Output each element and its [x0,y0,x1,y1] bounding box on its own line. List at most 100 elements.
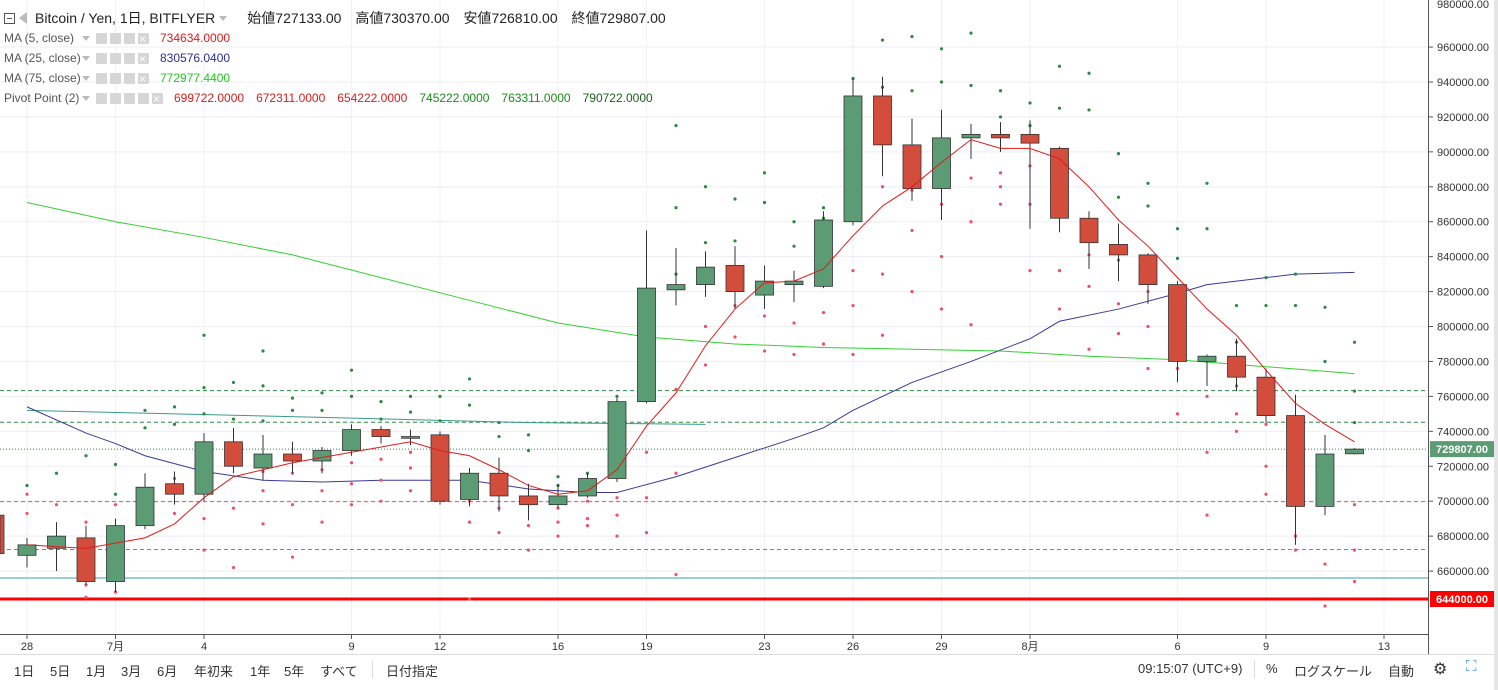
candle-body[interactable] [607,401,627,479]
ma5-line[interactable] [26,139,1355,549]
symbol-title[interactable]: Bitcoin / Yen, 1日, BITFLYER [35,10,216,26]
range-button[interactable]: 6月 [157,664,178,679]
flag-icon[interactable] [19,12,27,24]
candle-body[interactable] [548,495,568,506]
time-display[interactable]: 09:15:07 (UTC+9) [1138,661,1243,676]
eye-icon[interactable] [96,32,107,44]
candle-body[interactable] [637,287,656,403]
candle-body[interactable] [430,434,450,502]
candle-body[interactable] [1256,376,1276,417]
candle-body[interactable] [1109,244,1128,256]
move-icon[interactable] [124,52,135,64]
candle-body[interactable] [814,219,833,287]
chevron-down-icon[interactable] [219,15,228,21]
chevron-down-icon[interactable] [82,35,90,41]
percent-toggle[interactable]: % [1266,661,1278,676]
move-icon[interactable] [138,92,149,104]
study-name[interactable]: MA (75, close) [4,71,81,85]
candle-body[interactable] [666,284,686,291]
remove-icon[interactable] [152,89,163,109]
candle-body[interactable] [76,537,96,582]
candle-body[interactable] [961,133,981,139]
collapse-icon[interactable] [4,12,15,24]
settings-icon[interactable] [110,52,121,64]
candle-body[interactable] [1020,133,1040,144]
settings-icon[interactable] [110,32,121,44]
candle-body[interactable] [489,472,509,497]
eye-icon[interactable] [96,92,107,104]
candle-body[interactable] [135,486,155,527]
auto-scale-toggle[interactable]: 自動 [1388,664,1415,679]
candle-body[interactable] [342,429,361,451]
candle-body[interactable] [17,544,37,556]
candle-body[interactable] [283,453,302,462]
eye-icon[interactable] [96,52,107,64]
range-button[interactable]: 年初来 [194,664,234,679]
settings-icon[interactable] [110,72,121,84]
candle-body[interactable] [1138,254,1158,285]
candle-body[interactable] [47,535,66,549]
candle-body[interactable] [1286,415,1305,507]
candle-body[interactable] [1050,147,1069,219]
candle-body[interactable] [106,525,125,582]
move-icon[interactable] [124,32,135,44]
chevron-down-icon[interactable] [82,55,90,61]
candle-body[interactable] [0,514,5,554]
ma75-line[interactable] [26,202,1355,375]
range-button[interactable]: 1年 [250,664,271,679]
candle-body[interactable] [1168,284,1187,362]
range-button[interactable]: すべて [320,664,358,679]
candle-body[interactable] [401,436,420,439]
goto-date-button[interactable]: 日付指定 [386,664,439,679]
eye-icon[interactable] [96,72,107,84]
candle-body[interactable] [312,450,332,462]
candle-body[interactable] [1197,355,1217,362]
study-row[interactable]: MA (5, close) 734634.0000 [4,28,676,49]
log-scale-toggle[interactable]: ログスケール [1294,664,1373,679]
candle-body[interactable] [991,133,1010,139]
candle-body[interactable] [371,429,391,437]
candle-body[interactable] [165,483,184,495]
candle-body[interactable] [696,266,715,285]
range-button[interactable]: 1日 [14,664,35,679]
candle-body[interactable] [1079,217,1099,244]
range-button[interactable]: 5年 [284,664,305,679]
candle-body[interactable] [578,478,597,497]
candle-body[interactable] [843,95,863,223]
candle-body[interactable] [460,472,479,500]
move-icon[interactable] [124,72,135,84]
candle-body[interactable] [1227,355,1246,378]
candle-body[interactable] [253,453,273,469]
candle-body[interactable] [932,137,951,189]
study-row[interactable]: Pivot Point (2) 699722.0000 672311.0000 654… [4,88,676,109]
study-name[interactable]: MA (5, close) [4,31,75,45]
study-name[interactable]: Pivot Point (2) [4,91,80,105]
candle-body[interactable] [755,280,774,296]
remove-icon[interactable] [138,29,149,49]
candle-body[interactable] [873,95,892,146]
source-icon[interactable] [124,92,135,104]
range-button[interactable]: 5日 [50,664,71,679]
study-row[interactable]: MA (75, close) 772977.4400 [4,68,676,89]
candle-body[interactable] [1345,448,1364,455]
study-row[interactable]: MA (25, close) 830576.0400 [4,48,676,69]
settings-icon[interactable] [110,92,121,104]
gear-icon[interactable]: ⚙ [1433,661,1448,678]
range-button[interactable]: 3月 [121,664,142,679]
candle-body[interactable] [519,495,538,506]
candle-body[interactable] [224,441,243,467]
chevron-down-icon[interactable] [82,95,90,101]
candle-body[interactable] [902,144,922,189]
chevron-down-icon[interactable] [82,75,90,81]
remove-icon[interactable] [138,49,149,69]
candle-body[interactable] [1315,453,1335,507]
range-button[interactable]: 1月 [86,664,107,679]
fullscreen-icon[interactable]: ⛶ [1466,658,1477,675]
candle-body[interactable] [194,441,214,495]
remove-icon[interactable] [138,69,149,89]
plot-area[interactable] [0,0,1428,634]
ma25-line[interactable] [26,271,1355,493]
candle-body[interactable] [725,264,745,292]
study-name[interactable]: MA (25, close) [4,51,81,65]
